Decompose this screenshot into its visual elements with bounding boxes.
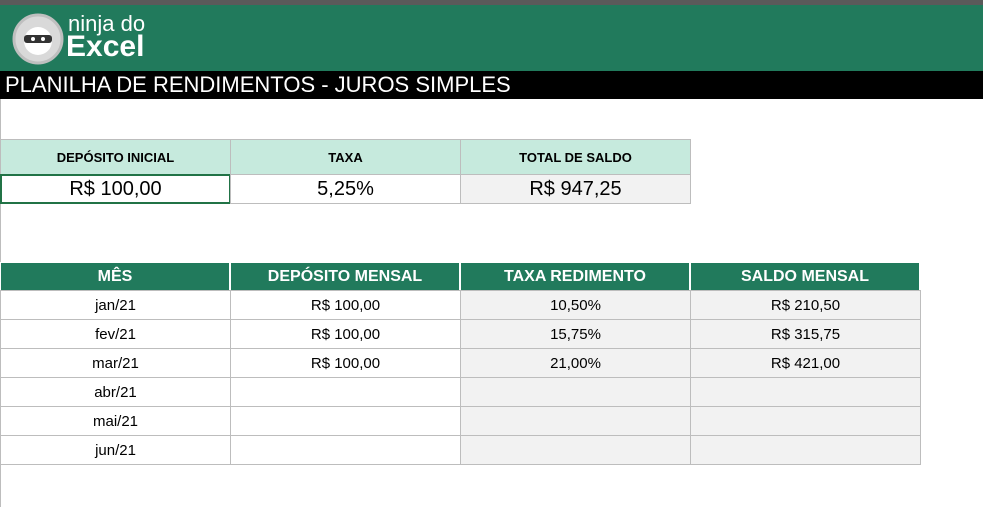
- summary-value: 5,25%: [230, 174, 461, 204]
- table-cell: jan/21: [0, 290, 231, 320]
- table-cell: [690, 377, 921, 407]
- table-cell: [460, 435, 691, 465]
- top-line: [0, 0, 983, 5]
- logo-text: ninja do: [68, 11, 146, 36]
- logo-icon: [12, 13, 64, 65]
- column-header: DEPÓSITO MENSAL: [230, 262, 460, 291]
- table-cell: abr/21: [0, 377, 231, 407]
- table-cell: [690, 435, 921, 465]
- column-header: SALDO MENSAL: [690, 262, 920, 291]
- column-header: TAXA REDIMENTO: [460, 262, 690, 291]
- column-header: MÊS: [0, 262, 230, 291]
- table-cell: fev/21: [0, 319, 231, 349]
- table-cell: 10,50%: [460, 290, 691, 320]
- table-cell: mai/21: [0, 406, 231, 436]
- logo-text: Excel: [66, 30, 145, 63]
- table-cell: [230, 377, 461, 407]
- table-cell: jun/21: [0, 435, 231, 465]
- table-cell: 21,00%: [460, 348, 691, 378]
- sheet-title: PLANILHA DE RENDIMENTOS - JUROS SIMPLES: [0, 71, 983, 99]
- banner: ninja do Excel: [0, 5, 983, 71]
- table-cell: R$ 100,00: [230, 290, 461, 320]
- summary-header: TAXA: [230, 139, 461, 175]
- table-cell: 15,75%: [460, 319, 691, 349]
- summary-value: R$ 947,25: [460, 174, 691, 204]
- table-cell: R$ 100,00: [230, 319, 461, 349]
- table-cell: mar/21: [0, 348, 231, 378]
- table-cell: R$ 100,00: [230, 348, 461, 378]
- summary-header: DEPÓSITO INICIAL: [0, 139, 231, 175]
- table-cell: R$ 421,00: [690, 348, 921, 378]
- summary-value: R$ 100,00: [0, 174, 231, 204]
- table-cell: [690, 406, 921, 436]
- table-cell: [460, 377, 691, 407]
- summary-header: TOTAL DE SALDO: [460, 139, 691, 175]
- table-cell: [230, 435, 461, 465]
- table-cell: R$ 210,50: [690, 290, 921, 320]
- table-cell: [230, 406, 461, 436]
- table-cell: [460, 406, 691, 436]
- table-cell: R$ 315,75: [690, 319, 921, 349]
